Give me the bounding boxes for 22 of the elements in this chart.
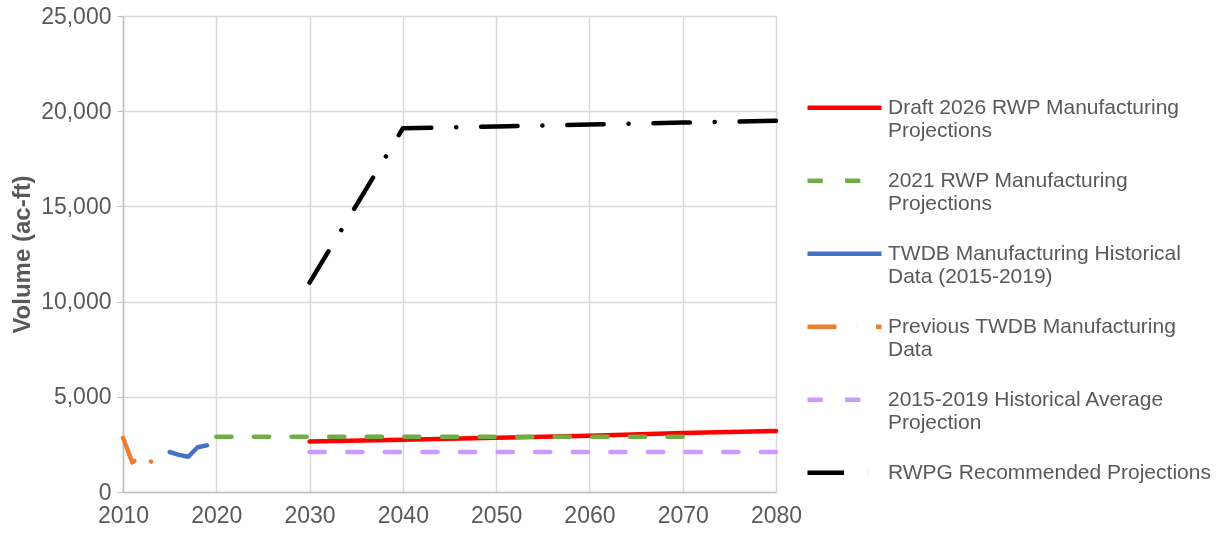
x-tick-label: 2050: [471, 501, 523, 528]
line-series: [120, 435, 154, 465]
y-tick-label: 10,000: [41, 288, 112, 315]
x-tick-label: 2030: [284, 501, 336, 528]
x-tick-label: 2060: [564, 501, 616, 528]
legend-label: TWDB Manufacturing Historical Data (2015-2019): [888, 240, 1181, 287]
legend-label: Draft 2026 RWP Manufacturing Projections: [888, 94, 1180, 141]
y-tick-label: 20,000: [41, 97, 112, 124]
x-tick-label: 2070: [657, 501, 709, 528]
legend-label: RWPG Recommended Projections: [888, 459, 1211, 483]
y-tick-label: 25,000: [41, 2, 112, 29]
x-tick-label: 2020: [191, 501, 243, 528]
line-series: [307, 118, 779, 285]
legend-label: 2021 RWP Manufacturing Projections: [888, 167, 1128, 214]
line-series: [167, 443, 210, 460]
legend-label: Previous TWDB Manufacturing Data: [888, 313, 1176, 360]
y-tick-label: 5,000: [53, 383, 112, 410]
x-tick-label: 2080: [750, 501, 803, 528]
y-axis-title: Volume (ac-ft): [8, 175, 36, 334]
y-tick-label: 15,000: [41, 192, 112, 219]
x-tick-label: 2040: [377, 501, 429, 528]
legend-label: 2015-2019 Historical Average Projection: [888, 386, 1164, 433]
